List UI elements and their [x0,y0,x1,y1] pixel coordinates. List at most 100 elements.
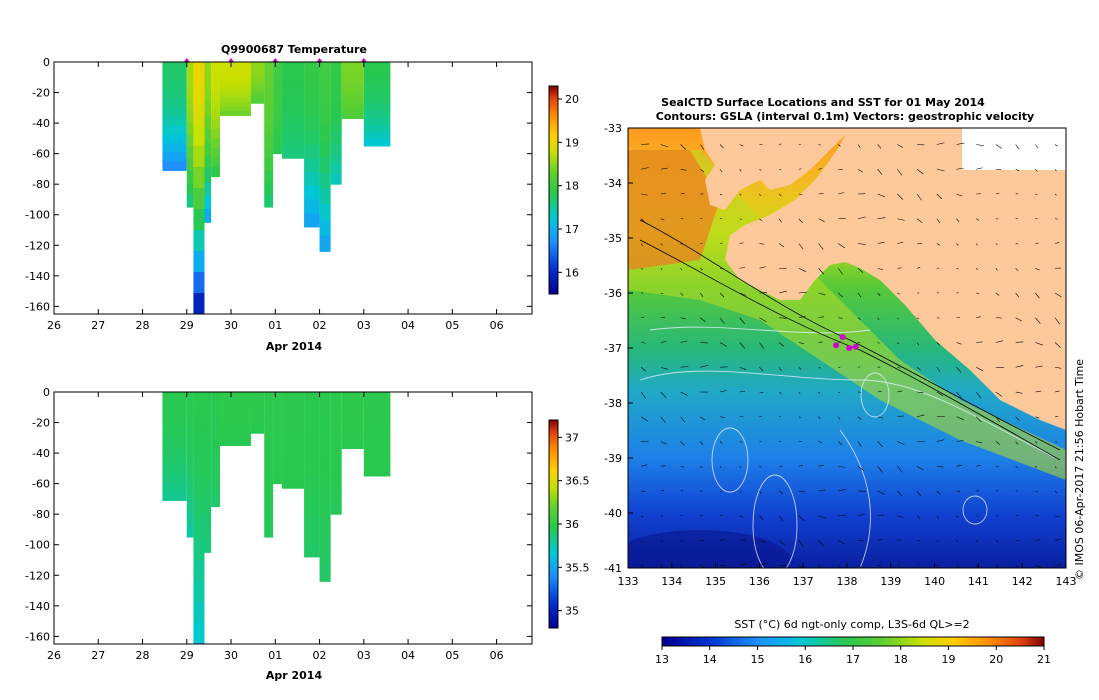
temperature-profile-cell [319,140,331,158]
velocity-vector [660,167,668,170]
velocity-vector [818,515,827,519]
salinity-profile-cell [341,424,364,431]
warm-water-patch [628,150,720,270]
salinity-profile-cell [363,462,391,470]
velocity-vector [897,193,904,200]
temperature-profile-cell [211,62,220,73]
velocity-vector [1015,514,1019,517]
salinity-profile-cell [281,432,305,441]
velocity-vector [995,144,1002,149]
temperature-profile-cell [162,152,187,162]
temperature-profile-cell [186,134,194,148]
salinity-profile-cell [281,408,305,417]
velocity-vector [759,367,764,372]
velocity-vector [818,366,822,369]
sst-colorbar-tick-label: 18 [894,653,908,666]
salinity-profile-cell [186,464,194,478]
temperature-profile-cell [211,90,220,101]
temperature-profile-cell [186,146,194,160]
salinity-profile-cell [330,442,342,454]
velocity-vector [640,565,644,567]
velocity-vector [759,391,764,394]
velocity-vector [719,564,727,567]
velocity-vector [936,218,941,224]
velocity-vector [818,341,823,343]
salinity-profile-cell [281,424,305,433]
salinity-profile-cell [304,529,320,544]
temperature-profile-cell [250,82,265,87]
map-x-tick-label: 137 [793,575,814,588]
salinity-profile-cell [204,458,212,473]
map-x-tick-label: 134 [661,575,682,588]
temperature-profile-cell [193,83,205,105]
temperature-profile-cell [281,70,305,79]
temperature-x-tick-label: 02 [313,319,327,332]
temperature-profile-cell [219,102,251,108]
temperature-profile-cell [211,138,220,149]
velocity-vector [640,218,645,223]
salinity-profile-cell [219,432,251,438]
velocity-vector [1015,565,1020,568]
temperature-profile-cell [204,75,212,90]
salinity-profile-cell [319,549,331,567]
velocity-vector [975,243,978,246]
velocity-vector [680,317,686,320]
velocity-vector [641,167,649,170]
temperature-profile-cell [341,104,364,110]
velocity-vector [739,515,744,518]
salinity-profile-cell [250,419,265,424]
temperature-profile-cell [204,155,212,170]
velocity-vector [956,342,962,345]
velocity-vector [936,367,941,373]
temperature-profile-cell [219,93,251,99]
temperature-profile-cell [341,62,364,68]
velocity-vector [660,565,663,568]
velocity-vector [660,316,665,319]
temperature-profile-cell [193,62,205,84]
temperature-profile-cell [281,142,305,151]
velocity-vector [739,292,747,296]
velocity-vector [976,218,980,221]
sst-colorbar-tick-label: 15 [751,653,765,666]
australia-landmass [700,128,1066,430]
temperature-profile-cell [186,74,194,87]
temperature-profile-cell [330,112,342,124]
velocity-vector [956,367,962,373]
velocity-vector [956,416,964,421]
temperature-profile-cell [264,146,274,160]
velocity-vector [798,416,801,418]
salinity-profile-cell [219,427,251,433]
velocity-vector [877,217,886,220]
velocity-vector [1054,317,1061,325]
temperature-profile-cell [162,107,187,117]
velocity-vector [779,317,787,319]
temperature-profile-cell [330,92,342,104]
salinity-profile-cell [304,433,320,448]
salinity-profile-cell [319,470,331,488]
gsla-coastal-contours [639,219,1061,461]
velocity-vector [719,441,723,444]
velocity-vector [956,218,960,223]
velocity-vector [818,218,825,222]
velocity-vector [936,391,944,397]
velocity-vector [897,366,901,369]
velocity-vector [936,465,944,468]
velocity-vector [640,391,646,399]
temperature-profile-cell [162,98,187,108]
velocity-vector [897,515,903,518]
velocity-vector [877,144,882,149]
velocity-vector [857,243,866,245]
velocity-vector [1035,514,1039,517]
velocity-vector [700,441,703,446]
velocity-vector [680,268,683,271]
sst-colorbar-tick-label: 17 [846,653,860,666]
temperature-profile-cell [211,81,220,92]
temperature-profile-cell [162,134,187,144]
sst-colorbar-label: SST (°C) 6d ngt-only comp, L3S-6d QL>=2 [734,618,969,631]
salinity-profile-cell [186,525,194,538]
velocity-vector [956,564,959,567]
velocity-vector [1054,490,1058,494]
velocity-vector [680,465,685,468]
salinity-profile-cell [219,405,251,411]
temperature-profile-cell [281,118,305,127]
